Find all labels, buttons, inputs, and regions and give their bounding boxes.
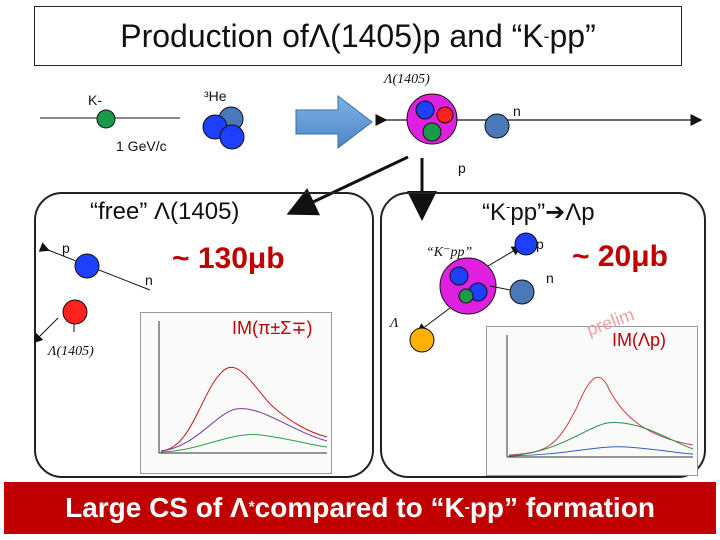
reaction-arrow bbox=[295, 94, 373, 150]
free-lambda-track bbox=[34, 317, 59, 344]
he3-label: ³He bbox=[204, 88, 227, 104]
kpp-proton-1 bbox=[449, 266, 469, 286]
he3-proton-2 bbox=[219, 124, 245, 150]
n-top-label: n bbox=[513, 103, 521, 119]
kpp-panel bbox=[380, 192, 706, 478]
title-sup: - bbox=[543, 25, 550, 46]
title-lambda: Λ bbox=[308, 17, 331, 54]
free-lambda1405-label: Λ(1405) bbox=[48, 344, 94, 359]
im-lambdap-plot bbox=[486, 326, 698, 476]
kpp-lambda-label: Λ bbox=[390, 316, 399, 331]
free-p-track bbox=[38, 242, 151, 291]
kpp-kaon bbox=[458, 288, 474, 304]
title-text-3: pp” bbox=[549, 17, 596, 54]
cluster-red bbox=[436, 106, 454, 124]
free-proton bbox=[74, 253, 100, 279]
conclusion-text-1: Large CS of Λ bbox=[65, 492, 249, 523]
kpp-heading-pre: “K bbox=[482, 199, 506, 226]
kpp-heading: “K-pp”➔Λp bbox=[482, 198, 595, 227]
page-title: Production of Λ (1405)p and “K - pp” bbox=[34, 6, 682, 66]
im-lambdap-label: IM(Λp) bbox=[612, 330, 667, 350]
kpp-out-proton bbox=[514, 232, 538, 256]
lambda1405-top-label: Λ(1405) bbox=[384, 72, 430, 87]
free-cross-section: ~ 130μb bbox=[172, 242, 285, 275]
im-pisigma-plot bbox=[140, 312, 332, 474]
conclusion-text-3: pp” formation bbox=[469, 492, 655, 523]
free-p-label: p bbox=[62, 240, 70, 256]
kpp-diagram bbox=[409, 232, 538, 353]
kminus-label: K- bbox=[88, 92, 102, 108]
kpp-heading-sup: - bbox=[506, 199, 511, 214]
kpp-cluster-label: “K⁻pp” bbox=[426, 245, 473, 260]
im-lambdap-curves bbox=[506, 335, 694, 458]
kpp-cross-section: ~ 20μb bbox=[572, 240, 668, 273]
kpp-n-label: n bbox=[546, 270, 554, 286]
cluster-kaon bbox=[422, 122, 442, 142]
conclusion-sup: * bbox=[248, 499, 255, 516]
spectator-neutron bbox=[484, 113, 510, 139]
momentum-label: 1 GeV/c bbox=[116, 138, 167, 154]
p-top-label: p bbox=[458, 160, 466, 176]
kpp-p-track bbox=[487, 245, 522, 267]
title-text-1: Production of bbox=[120, 17, 309, 54]
kpp-lambda bbox=[409, 327, 435, 353]
conclusion-text-2: compared to “K bbox=[254, 492, 465, 523]
kpp-heading-post: pp”➔Λp bbox=[510, 199, 595, 226]
kpp-out-neutron bbox=[509, 279, 535, 305]
free-lambda1405 bbox=[62, 299, 88, 325]
free-lambda-diagram bbox=[34, 242, 151, 344]
kpp-p-label: p bbox=[536, 236, 544, 252]
im-pisigma-curves bbox=[158, 321, 328, 454]
kaon-particle bbox=[96, 109, 116, 129]
kpp-cluster bbox=[439, 257, 497, 315]
arrow-to-free bbox=[286, 155, 409, 216]
conclusion-banner: Large CS of Λ * compared to “K - pp” formati… bbox=[4, 482, 716, 534]
title-text-2: (1405)p and “K bbox=[330, 17, 544, 54]
free-n-label: n bbox=[145, 272, 153, 288]
cluster-proton bbox=[415, 100, 435, 120]
im-pisigma-label: IM(π±Σ∓) bbox=[232, 318, 313, 338]
free-lambda-heading: “free” Λ(1405) bbox=[90, 198, 240, 225]
conclusion-sup2: - bbox=[464, 499, 470, 516]
